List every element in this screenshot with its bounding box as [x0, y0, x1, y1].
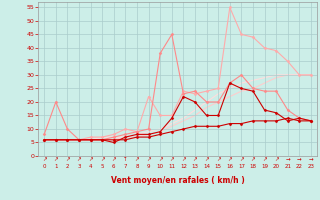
X-axis label: Vent moyen/en rafales ( km/h ): Vent moyen/en rafales ( km/h ) [111, 176, 244, 185]
